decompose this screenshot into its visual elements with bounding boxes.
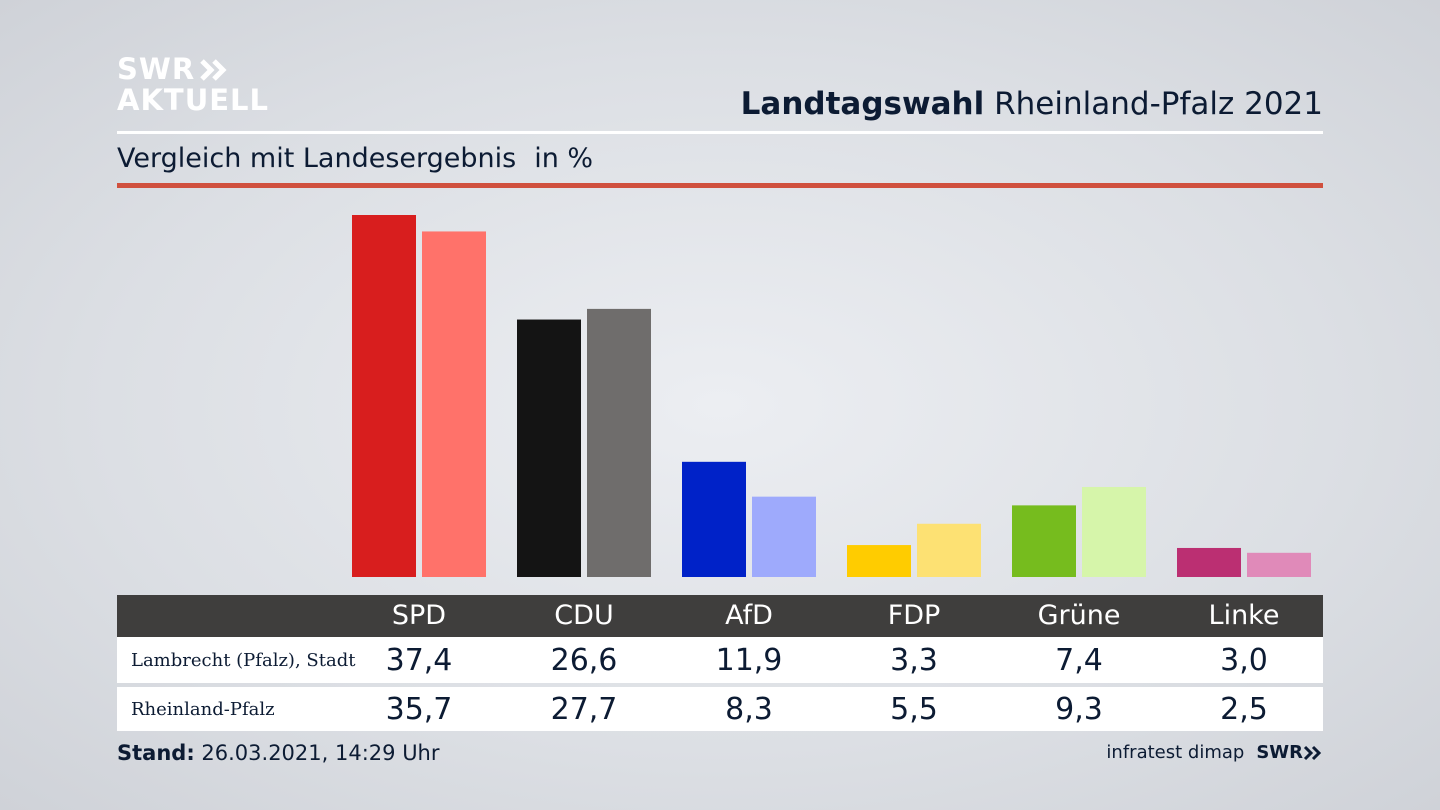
stand-label: Stand: <box>117 741 195 765</box>
bar-spd-series2 <box>422 231 486 578</box>
double-chevron-icon <box>1303 745 1322 760</box>
chart-subtitle: Vergleich mit Landesergebnis in % <box>117 143 593 174</box>
swr-brand: SWR <box>1256 742 1323 763</box>
bar-grne-series2 <box>1082 486 1146 577</box>
bar-afd-series1 <box>682 461 746 577</box>
party-label: CDU <box>554 600 614 631</box>
subtitle-text: Vergleich mit Landesergebnis <box>117 143 517 174</box>
value-cell: 26,6 <box>550 642 618 678</box>
value-cell: 9,3 <box>1055 691 1103 727</box>
results-table: SPD CDU AfD FDP Grüne Linke Lambrecht (Pfalz)… <box>117 595 1323 731</box>
value-cell: 35,7 <box>385 691 453 727</box>
row-label: Lambrecht (Pfalz), Stadt <box>131 649 356 671</box>
bar-linke-series1 <box>1177 547 1241 577</box>
source-credit: infratest dimap SWR <box>1106 742 1323 763</box>
row-label: Rheinland-Pfalz <box>131 698 275 720</box>
party-label: Linke <box>1208 600 1280 631</box>
bar-grne-series1 <box>1012 505 1076 577</box>
bar-fdp-series2 <box>917 523 981 577</box>
value-cell: 8,3 <box>725 691 773 727</box>
value-cell: 3,0 <box>1220 642 1268 678</box>
stand-value: 26.03.2021, 14:29 Uhr <box>201 741 440 765</box>
stand-timestamp: Stand: 26.03.2021, 14:29 Uhr <box>117 741 440 765</box>
table-row: Rheinland-Pfalz 35,7 27,7 8,3 5,5 9,3 2,5 <box>117 687 1323 731</box>
page-title: Landtagswahl Rheinland-Pfalz 2021 <box>741 86 1323 122</box>
bar-fdp-series1 <box>847 545 911 577</box>
swr-aktuell-logo: SWR AKTUELL <box>117 54 269 116</box>
party-label: AfD <box>725 600 773 631</box>
table-row: Lambrecht (Pfalz), Stadt 37,4 26,6 11,9 3,3… <box>117 637 1323 683</box>
unit-label: in % <box>534 143 594 174</box>
title-rest: Rheinland-Pfalz 2021 <box>994 86 1323 122</box>
party-label: Grüne <box>1037 600 1121 631</box>
value-cell: 37,4 <box>385 642 453 678</box>
value-cell: 27,7 <box>550 691 618 727</box>
bar-cdu-series1 <box>517 319 581 577</box>
value-cell: 2,5 <box>1220 691 1268 727</box>
party-label: SPD <box>391 600 447 631</box>
source-text: infratest dimap <box>1106 742 1245 763</box>
title-divider <box>117 131 1323 134</box>
brand-text: SWR <box>1256 742 1303 763</box>
logo-line1: SWR <box>117 52 196 86</box>
bar-spd-series1 <box>352 215 416 577</box>
title-bold: Landtagswahl <box>740 86 985 122</box>
table-header-spacer <box>117 595 369 637</box>
table-header-row: SPD CDU AfD FDP Grüne Linke <box>117 595 1323 637</box>
bar-afd-series2 <box>752 496 816 577</box>
party-label: FDP <box>887 600 941 631</box>
value-cell: 7,4 <box>1055 642 1103 678</box>
bar-linke-series2 <box>1247 552 1311 577</box>
value-cell: 3,3 <box>890 642 938 678</box>
accent-divider <box>117 183 1323 188</box>
value-cell: 11,9 <box>715 642 783 678</box>
bar-cdu-series2 <box>587 308 651 577</box>
value-cell: 5,5 <box>890 691 938 727</box>
logo-line2: AKTUELL <box>117 83 270 117</box>
double-chevron-icon <box>200 58 227 81</box>
